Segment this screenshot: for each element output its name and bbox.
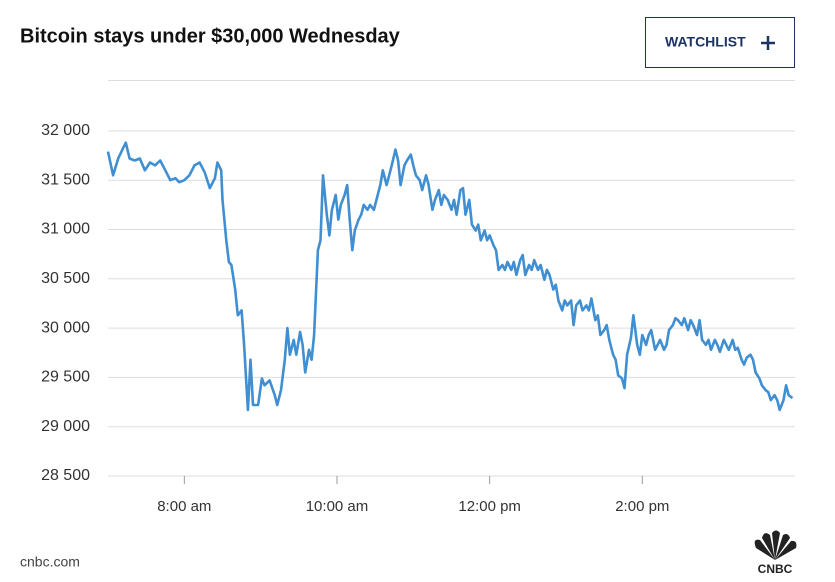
watchlist-button[interactable]: WATCHLIST bbox=[645, 17, 795, 68]
y-tick-label: 30 000 bbox=[41, 319, 90, 336]
plus-icon[interactable] bbox=[761, 36, 775, 50]
x-tick-label: 2:00 pm bbox=[615, 498, 669, 515]
source: cnbc.com bbox=[20, 554, 80, 570]
y-tick-label: 28 500 bbox=[41, 467, 90, 484]
logo: CNBC bbox=[754, 530, 797, 576]
y-tick-label: 29 500 bbox=[41, 369, 90, 386]
x-tick-label: 8:00 am bbox=[157, 498, 211, 515]
y-tick-label: 29 000 bbox=[41, 418, 90, 435]
x-tick-label: 12:00 pm bbox=[458, 498, 521, 515]
y-tick-label: 32 000 bbox=[41, 122, 90, 139]
button-label[interactable]: WATCHLIST bbox=[665, 34, 746, 50]
logo-text: CNBC bbox=[758, 562, 793, 576]
y-tick-label: 31 500 bbox=[41, 171, 90, 188]
chart-title: Bitcoin stays under $30,000 Wednesday bbox=[20, 25, 401, 47]
x-tick-label: 10:00 am bbox=[306, 498, 369, 515]
y-tick-label: 31 000 bbox=[41, 221, 90, 238]
logo-feathers bbox=[754, 530, 797, 560]
price-line bbox=[106, 141, 794, 412]
y-tick-label: 30 500 bbox=[41, 270, 90, 287]
